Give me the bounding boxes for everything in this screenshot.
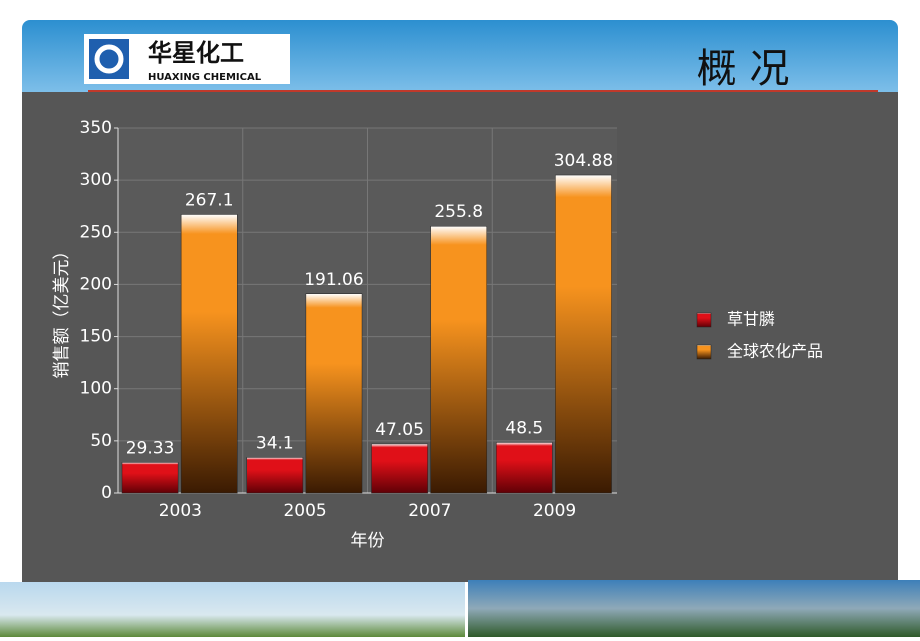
bar (121, 462, 179, 494)
legend-swatch (696, 312, 712, 328)
bar (555, 174, 612, 494)
bar (180, 214, 238, 494)
legend-label: 全球农化产品 (727, 342, 823, 361)
legend-swatch (696, 344, 712, 360)
data-label: 304.88 (554, 151, 613, 171)
y-tick-label: 100 (80, 379, 112, 399)
y-tick-label: 350 (80, 118, 112, 138)
data-label: 47.05 (375, 420, 424, 440)
data-label: 34.1 (256, 433, 294, 453)
bar (305, 293, 363, 494)
y-tick-label: 300 (80, 170, 112, 190)
data-label: 255.8 (434, 202, 483, 222)
photo-left (0, 582, 465, 637)
bar (246, 457, 304, 494)
y-tick-label: 200 (80, 274, 112, 294)
logo-mark (94, 44, 124, 74)
photo-right (468, 580, 920, 637)
logo-text: 华星化工 (148, 39, 244, 67)
bar (371, 443, 428, 494)
x-tick-label: 2005 (283, 501, 326, 521)
plot: 0 50 100 150 200 250 300 350 2003 2005 2007 2009 29.… (52, 118, 823, 551)
slide-title: 概 况 (697, 46, 790, 92)
x-tick-label: 2009 (533, 501, 576, 521)
y-tick-label: 50 (90, 431, 112, 451)
header-rule (88, 90, 878, 92)
legend-label: 草甘膦 (727, 310, 775, 329)
data-label: 267.1 (185, 190, 234, 210)
data-label: 191.06 (304, 270, 363, 290)
bar (496, 442, 553, 494)
x-axis-label: 年份 (351, 531, 385, 551)
y-axis-label: 销售额（亿美元） (52, 243, 72, 379)
data-label: 48.5 (505, 418, 543, 438)
x-tick-label: 2007 (408, 501, 451, 521)
y-tick-label: 250 (80, 222, 112, 242)
logo-subtext: HUAXING CHEMICAL (148, 72, 262, 83)
y-tick-label: 0 (101, 483, 112, 503)
bar (430, 225, 488, 494)
x-tick-label: 2003 (159, 501, 202, 521)
data-label: 29.33 (126, 438, 175, 458)
y-tick-label: 150 (80, 327, 112, 347)
